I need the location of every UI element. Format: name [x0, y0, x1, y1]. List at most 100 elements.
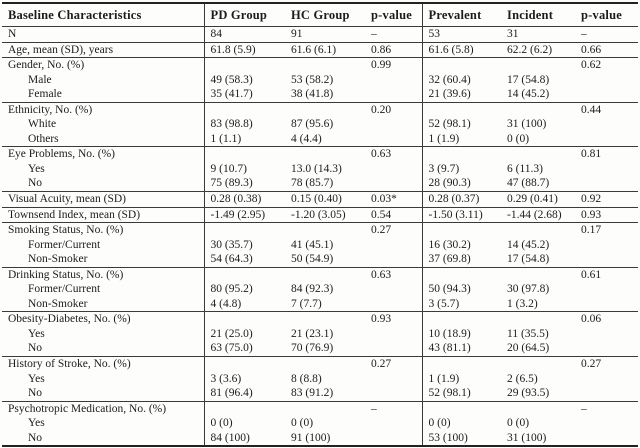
cell-prevalent [422, 147, 501, 162]
cell-p-value-1 [365, 176, 423, 193]
cell-p-value-2: 0.92 [575, 191, 638, 208]
cell-pd-group [204, 312, 285, 327]
row-label: No [2, 386, 205, 402]
table-row: No 84 (100) 91 (100) 53 (100) 31 (100) [2, 430, 638, 447]
cell-hc-group: 83 (91.2) [285, 386, 365, 402]
cell-pd-group: 81 (96.4) [204, 386, 285, 402]
cell-pd-group [204, 357, 285, 372]
column-header-prevalent: Prevalent [422, 3, 501, 27]
cell-incident: 6 (11.3) [507, 162, 543, 175]
row-label: Former/Current [2, 282, 205, 297]
table-header: Baseline Characteristics PD Group HC Gro… [2, 3, 638, 27]
cell-p-value-2 [575, 87, 638, 103]
cell-incident: 20 (64.5) [501, 341, 575, 358]
cell-pd-group: 80 (95.2) [210, 283, 253, 296]
cell-p-value-1: 0.86 [365, 42, 423, 59]
table-row: White 83 (98.8) 87 (95.6) 52 (98.1) 31 (100) [2, 117, 638, 132]
cell-p-value-1: – [365, 401, 423, 417]
cell-prevalent: 21 (39.6) [422, 87, 501, 103]
table-row: Yes 0 (0) 0 (0) 0 (0) 0 (0) [2, 416, 638, 431]
row-label: Psychotropic Medication, No. (%) [2, 401, 205, 417]
cell-hc-group [285, 147, 365, 162]
cell-p-value-1 [365, 131, 423, 148]
cell-p-value-2 [575, 131, 638, 148]
row-label: White [2, 117, 205, 132]
cell-incident: 0 (0) [501, 131, 575, 148]
cell-p-value-1 [365, 117, 423, 132]
cell-pd-group: 21 (25.0) [210, 327, 253, 340]
cell-incident: 11 (35.5) [507, 327, 549, 340]
cell-incident: 29 (93.5) [501, 386, 575, 402]
cell-pd-group [204, 58, 285, 73]
cell-incident [501, 312, 575, 327]
cell-incident: 30 (97.8) [507, 283, 550, 296]
cell-prevalent: 61.6 (5.8) [422, 42, 501, 59]
cell-p-value-1 [365, 87, 423, 103]
table-row: Obesity-Diabetes, No. (%) 0.93 0.06 [2, 311, 638, 327]
cell-p-value-1 [365, 371, 423, 387]
cell-p-value-2 [575, 327, 638, 342]
table-row: Drinking Status, No. (%) 0.63 0.61 [2, 267, 638, 283]
table-row: Male 49 (58.3) 53 (58.2) 32 (60.4) 17 (54.8) [2, 72, 638, 88]
cell-hc-group: 0.15 (0.40) [285, 191, 365, 208]
cell-hc-group: 53 (58.2) [291, 73, 334, 86]
cell-hc-group: 78 (85.7) [285, 176, 365, 193]
cell-pd-group: 63 (75.0) [204, 341, 285, 358]
cell-pd-group [204, 102, 285, 117]
cell-prevalent: 37 (69.8) [422, 252, 501, 268]
cell-p-value-1: 0.27 [365, 356, 423, 372]
cell-hc-group: 0 (0) [291, 417, 314, 430]
cell-pd-group: 35 (41.7) [204, 87, 285, 103]
cell-pd-group: 75 (89.3) [204, 176, 285, 193]
cell-incident [501, 147, 575, 162]
cell-p-value-2 [575, 282, 638, 297]
row-label: Obesity-Diabetes, No. (%) [2, 311, 205, 327]
cell-prevalent: 10 (18.9) [428, 327, 471, 340]
cell-hc-group [285, 267, 365, 282]
cell-p-value-1 [365, 430, 423, 447]
cell-incident: -1.44 (2.68) [501, 207, 575, 224]
cell-pd-group [204, 267, 285, 282]
cell-hc-group: 61.6 (6.1) [285, 42, 365, 59]
cell-hc-group [285, 312, 365, 327]
cell-p-value-1: 0.54 [365, 207, 423, 224]
cell-p-value-2: – [575, 26, 638, 43]
cell-prevalent: 0.28 (0.37) [422, 191, 501, 208]
cell-p-value-1 [365, 252, 423, 268]
cell-prevalent: 43 (81.1) [422, 341, 501, 358]
row-label: Drinking Status, No. (%) [2, 267, 205, 283]
cell-incident: 31 [501, 26, 575, 43]
cell-incident [501, 357, 575, 372]
cell-incident: 0 (0) [507, 417, 530, 430]
cell-incident [501, 401, 575, 416]
cell-prevalent: 28 (90.3) [422, 176, 501, 193]
cell-p-value-1: – [365, 26, 423, 43]
header-row: Baseline Characteristics PD Group HC Gro… [2, 3, 638, 27]
cell-prevalent [422, 58, 501, 73]
column-header-baseline-characteristics: Baseline Characteristics [2, 3, 205, 27]
column-header-pd-group: PD Group [204, 3, 285, 27]
table-row: Yes 3 (3.6) 8 (8.8) 1 (1.9) 2 (6.5) [2, 371, 638, 387]
cell-p-value-2: 0.17 [581, 224, 602, 237]
cell-prevalent [422, 401, 501, 416]
cell-p-value-1 [365, 72, 423, 88]
row-label: Male [2, 72, 205, 88]
cell-p-value-1 [365, 326, 423, 342]
cell-p-value-2: 0.66 [575, 42, 638, 59]
cell-p-value-1: 0.63 [365, 146, 423, 162]
cell-prevalent [422, 312, 501, 327]
cell-pd-group: 84 (100) [210, 431, 250, 444]
row-label: Gender, No. (%) [2, 57, 205, 73]
table-row: History of Stroke, No. (%) 0.27 0.27 [2, 356, 638, 372]
row-label: Age, mean (SD), years [2, 42, 205, 59]
row-label: Former/Current [2, 237, 205, 253]
table-row: Smoking Status, No. (%) 0.27 0.17 [2, 222, 638, 238]
cell-prevalent: 50 (94.3) [428, 283, 471, 296]
cell-hc-group: 21 (23.1) [291, 327, 334, 340]
cell-p-value-2 [575, 252, 638, 268]
cell-pd-group [204, 147, 285, 162]
row-label: Yes [2, 161, 205, 177]
cell-pd-group: 3 (3.6) [210, 372, 242, 385]
table-row: Gender, No. (%) 0.99 0.62 [2, 57, 638, 73]
